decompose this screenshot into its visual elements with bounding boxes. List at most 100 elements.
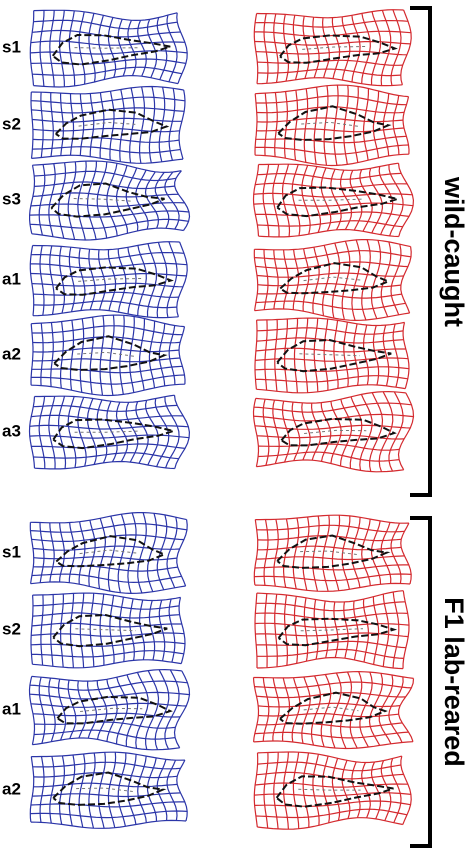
grid-line [293,318,299,393]
grid-line [33,19,178,30]
grid-line [109,315,115,396]
grid-line [359,671,373,748]
grid-line [144,171,160,229]
grid-line [253,740,414,750]
grid-line [331,242,341,319]
grid-line [29,210,190,218]
grid-line [115,401,129,462]
grid-line [40,92,44,158]
grid-line [166,759,178,821]
grid-line [313,318,319,392]
grid-line [257,761,401,772]
grid-line [146,19,158,78]
grid-line [256,95,407,106]
grid-line [274,594,278,667]
grid-line [168,598,176,663]
grid-line [349,170,363,231]
grid-line [264,93,268,156]
grid-line [343,322,349,387]
grid-line [30,40,185,46]
grid-line [117,248,127,313]
grid-line [144,670,160,750]
grid-line [256,648,404,659]
grid-line [390,758,402,823]
grid-line [363,324,369,385]
grid-line [158,86,166,162]
grid-line [257,817,403,830]
fish-outline [77,351,135,357]
row-label: s1 [2,542,21,561]
grid-line [254,320,258,390]
grid-line [330,672,342,749]
grid-line [38,677,46,744]
grid-line [29,245,35,316]
grid-line [176,759,188,822]
grid-line [400,755,412,825]
fish-outline [277,105,392,142]
grid-line [262,399,270,466]
grid-line [31,107,185,114]
fish-outline [279,262,391,295]
grid-line [49,245,55,315]
grid-line [178,89,186,160]
fish-outline [302,46,366,50]
grid-line [49,10,55,87]
grid-line [382,324,390,387]
grid-line [30,801,185,808]
grid-line [255,84,409,98]
grid-line [33,74,179,88]
grid-line [255,347,406,353]
grid-line [382,93,390,156]
grid-line [96,680,108,740]
fish-outline [51,33,171,66]
grid-line [32,592,181,602]
grid-line [115,165,128,234]
grid-line [164,171,180,230]
grid-line [139,86,146,164]
fish-outline [300,628,364,632]
fish-outline [276,338,392,373]
grid-line [168,88,176,161]
grid-line [293,596,299,664]
grid-line [264,593,268,668]
fish-outline [303,706,359,712]
grid-line [30,262,188,269]
grid-line [86,681,98,739]
grid-line [359,394,373,471]
grid-line [257,282,401,288]
grid-line [255,20,409,28]
group-label: wild-caught [439,176,469,327]
grid-line [303,597,309,662]
grid-line [156,242,168,318]
grid-line [78,11,86,85]
grid-line [127,20,137,76]
fish-outline [73,198,133,202]
grid-line [254,424,411,430]
grid-line [137,20,147,77]
group-label: F1 lab-reared [439,597,469,767]
fish-outline [303,276,362,282]
grid-line [257,68,401,77]
grid-line [257,292,402,299]
grid-line [341,515,351,590]
grid-line [256,590,404,603]
grid-line [30,810,188,819]
grid-line [390,522,402,584]
grid-line [32,309,179,319]
fish-outline [279,34,398,64]
grid-line [32,347,180,353]
grid-line [31,443,186,449]
grid-line [323,600,329,659]
grid-line [109,595,115,664]
grid-line [67,161,77,240]
grid-line [256,524,405,533]
grid-line [254,800,411,807]
grid-line [257,59,403,66]
grid-line [257,751,402,764]
grid-line [148,320,156,388]
row-label: a1 [2,699,21,718]
fish-outline [78,278,142,282]
grid-line [79,318,85,393]
grid-line [30,523,188,533]
grid-line [333,320,339,389]
